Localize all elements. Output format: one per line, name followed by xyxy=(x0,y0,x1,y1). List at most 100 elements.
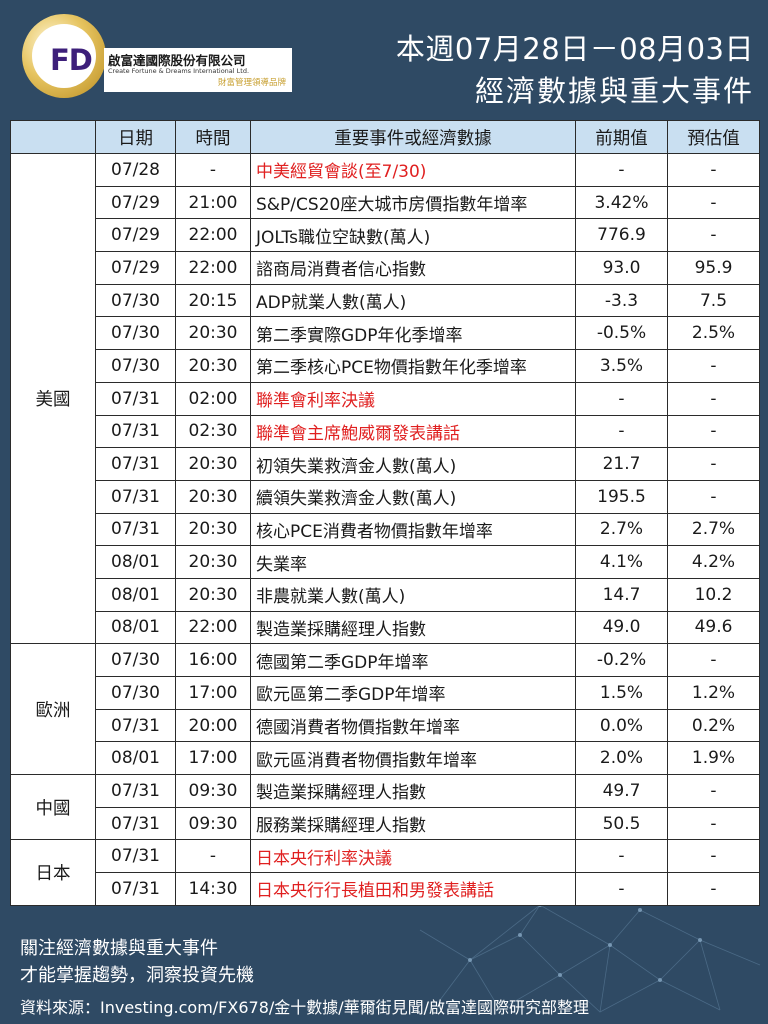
previous-value-cell: 3.5% xyxy=(575,349,668,383)
previous-value-cell: - xyxy=(575,839,668,874)
date-cell: 08/01 xyxy=(95,577,176,612)
event-cell: 製造業採購經理人指數 xyxy=(250,774,576,808)
previous-value-cell: -0.2% xyxy=(575,643,668,677)
time-cell: 17:00 xyxy=(175,676,251,710)
table-row: 中國 07/31 09:30 製造業採購經理人指數 49.7- xyxy=(10,774,760,841)
header-estimate: 預估值 xyxy=(667,120,760,154)
company-name-english: Create Fortune & Dreams International Lt… xyxy=(108,67,250,75)
event-cell: 中美經貿會談(至7/30) xyxy=(250,153,576,187)
event-cell: 諮商局消費者信心指數 xyxy=(250,251,576,285)
previous-value-cell: -3.3 xyxy=(575,283,668,318)
table-row: 07/31 20:30 初領失業救濟金人數(萬人) 21.7- xyxy=(11,447,760,481)
time-cell: 20:30 xyxy=(175,316,251,351)
event-cell: 聯準會主席鮑威爾發表講話 xyxy=(250,414,576,449)
table-body: 美國 07/28- 中美經貿會談(至7/30) - -07/29 21:00 S&P/CS2… xyxy=(10,152,760,906)
estimate-value-cell: 2.7% xyxy=(667,512,760,547)
table-row: 08/01 17:00 歐元區消費者物價指數年增率 2.0% 1.9% xyxy=(11,741,760,776)
estimate-value-cell: 4.2% xyxy=(667,545,760,579)
time-cell: 20:30 xyxy=(175,545,251,579)
table-header-row: 日期 時間 重要事件或經濟數據 前期值 預估值 xyxy=(10,120,760,154)
date-cell: 07/31 xyxy=(95,774,176,808)
region-cell: 美國 xyxy=(10,152,96,645)
event-cell: 第二季核心PCE物價指數年化季增率 xyxy=(250,349,576,383)
table-row: 美國 07/28- 中美經貿會談(至7/30) - - xyxy=(10,152,760,645)
event-cell: 歐元區第二季GDP年增率 xyxy=(250,676,576,710)
estimate-value-cell: - xyxy=(667,185,760,220)
date-cell: 07/30 xyxy=(95,316,176,351)
footer-slogan-line2: 才能掌握趨勢，洞察投資先機 xyxy=(20,965,254,986)
footer-slogan-line1: 關注經濟數據與重大事件 xyxy=(20,938,218,959)
date-cell: 07/31 xyxy=(95,806,176,841)
time-cell: 20:30 xyxy=(175,577,251,612)
event-cell: 初領失業救濟金人數(萬人) xyxy=(250,447,576,481)
time-cell: 17:00 xyxy=(175,741,251,776)
previous-value-cell: - xyxy=(575,872,668,906)
event-cell: 核心PCE消費者物價指數年增率 xyxy=(250,512,576,547)
event-cell: 第二季實際GDP年化季增率 xyxy=(250,316,576,351)
estimate-value-cell: - xyxy=(667,447,760,481)
region-cell: 日本 xyxy=(10,839,96,906)
estimate-value-cell: - xyxy=(667,643,760,677)
table-row: 07/29 22:00 諮商局消費者信心指數 93.0 95.9 xyxy=(11,251,760,285)
estimate-value-cell: - xyxy=(667,839,760,874)
previous-value-cell: - xyxy=(575,414,668,449)
previous-value-cell: 1.5% xyxy=(575,676,668,710)
time-cell: 20:30 xyxy=(175,479,251,514)
time-cell: - xyxy=(175,153,251,187)
estimate-value-cell: - xyxy=(667,153,760,187)
previous-value-cell: 776.9 xyxy=(575,218,668,253)
time-cell: 20:15 xyxy=(175,283,251,318)
time-cell: 22:00 xyxy=(175,251,251,285)
previous-value-cell: 2.0% xyxy=(575,741,668,776)
date-cell: 07/31 xyxy=(95,839,176,874)
time-cell: 20:30 xyxy=(175,512,251,547)
table-row: 歐洲 07/30 16:00 德國第二季GDP年增率 -0.2% - xyxy=(10,643,760,776)
time-cell: 09:30 xyxy=(175,774,251,808)
estimate-value-cell: - xyxy=(667,806,760,841)
estimate-value-cell: 2.5% xyxy=(667,316,760,351)
estimate-value-cell: - xyxy=(667,872,760,906)
time-cell: 22:00 xyxy=(175,610,251,645)
page-title: 經濟數據與重大事件 xyxy=(474,74,754,108)
time-cell: 22:00 xyxy=(175,218,251,253)
estimate-value-cell: 0.2% xyxy=(667,708,760,743)
previous-value-cell: 49.0 xyxy=(575,610,668,645)
event-cell: S&P/CS20座大城市房價指數年增率 xyxy=(250,185,576,220)
date-cell: 07/31 xyxy=(95,479,176,514)
estimate-value-cell: 10.2 xyxy=(667,577,760,612)
table-row: 07/31 20:30 核心PCE消費者物價指數年增率 2.7% 2.7% xyxy=(11,512,760,547)
estimate-value-cell: - xyxy=(667,774,760,808)
company-logo xyxy=(22,14,106,98)
estimate-value-cell: 7.5 xyxy=(667,283,760,318)
previous-value-cell: -0.5% xyxy=(575,316,668,351)
table-row: 07/31 14:30 日本央行行長植田和男發表講話 - - xyxy=(11,872,760,906)
previous-value-cell: 14.7 xyxy=(575,577,668,612)
time-cell: 14:30 xyxy=(175,872,251,906)
previous-value-cell: 21.7 xyxy=(575,447,668,481)
region-cell: 歐洲 xyxy=(10,643,96,776)
header-time: 時間 xyxy=(175,120,251,154)
estimate-value-cell: - xyxy=(667,381,760,416)
table-row: 08/01 20:30 非農就業人數(萬人) 14.7 10.2 xyxy=(11,577,760,612)
previous-value-cell: 93.0 xyxy=(575,251,668,285)
table-row: 07/31 20:30 續領失業救濟金人數(萬人) 195.5- xyxy=(11,479,760,514)
company-name-box: 啟富達國際股份有限公司 Create Fortune & Dreams Inte… xyxy=(104,48,292,92)
date-cell: 07/29 xyxy=(95,185,176,220)
estimate-value-cell: - xyxy=(667,349,760,383)
previous-value-cell: 4.1% xyxy=(575,545,668,579)
table-row: 07/31 09:30 服務業採購經理人指數 50.5- xyxy=(11,806,760,841)
event-cell: JOLTs職位空缺數(萬人) xyxy=(250,218,576,253)
estimate-value-cell: - xyxy=(667,479,760,514)
date-cell: 07/30 xyxy=(95,643,176,677)
event-cell: 服務業採購經理人指數 xyxy=(250,806,576,841)
date-cell: 07/28 xyxy=(95,153,176,187)
date-cell: 08/01 xyxy=(95,545,176,579)
event-cell: 聯準會利率決議 xyxy=(250,381,576,416)
previous-value-cell: 2.7% xyxy=(575,512,668,547)
region-cell: 中國 xyxy=(10,774,96,841)
table-row: 07/31 02:00 聯準會利率決議 - - xyxy=(11,381,760,416)
event-cell: 製造業採購經理人指數 xyxy=(250,610,576,645)
time-cell: 20:30 xyxy=(175,447,251,481)
table-row: 08/01 22:00 製造業採購經理人指數 49.0 49.6 xyxy=(11,610,760,645)
